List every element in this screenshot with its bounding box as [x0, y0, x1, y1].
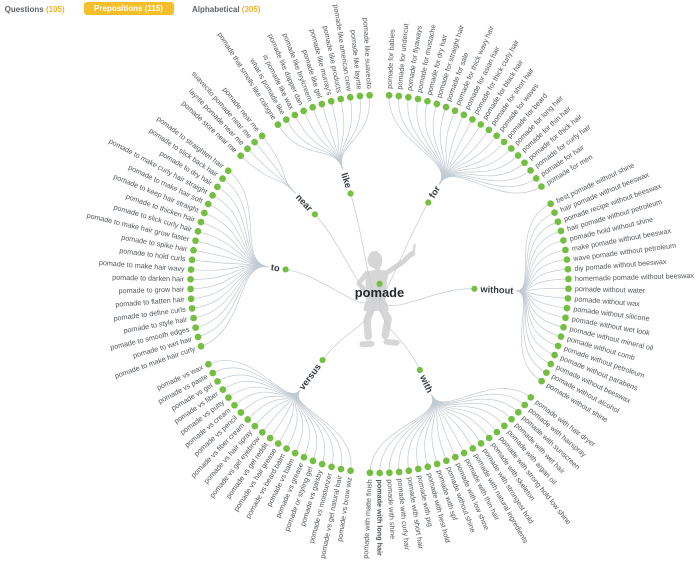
svg-text:without: without [479, 284, 514, 296]
svg-text:pomade to darken hair: pomade to darken hair [112, 273, 185, 284]
svg-text:pomade like suavecito: pomade like suavecito [361, 17, 374, 88]
svg-text:like: like [339, 172, 353, 190]
svg-text:for: for [427, 184, 442, 200]
svg-text:pomade with long hair: pomade with long hair [375, 479, 384, 555]
svg-text:homemade pomade without beeswa: homemade pomade without beeswax [575, 271, 695, 283]
svg-text:pomade with shine: pomade with shine [385, 479, 397, 539]
svg-text:pomade to grow hair: pomade to grow hair [118, 284, 184, 295]
svg-text:with: with [417, 372, 435, 394]
svg-text:near: near [294, 192, 315, 213]
svg-text:versus: versus [297, 362, 323, 392]
svg-text:pomade: pomade [355, 285, 404, 300]
svg-text:pomade without water: pomade without water [575, 284, 646, 295]
svg-text:pomade for babies: pomade for babies [385, 29, 397, 89]
svg-text:to: to [270, 262, 281, 273]
svg-text:pomade with matte finish: pomade with matte finish [361, 479, 374, 559]
